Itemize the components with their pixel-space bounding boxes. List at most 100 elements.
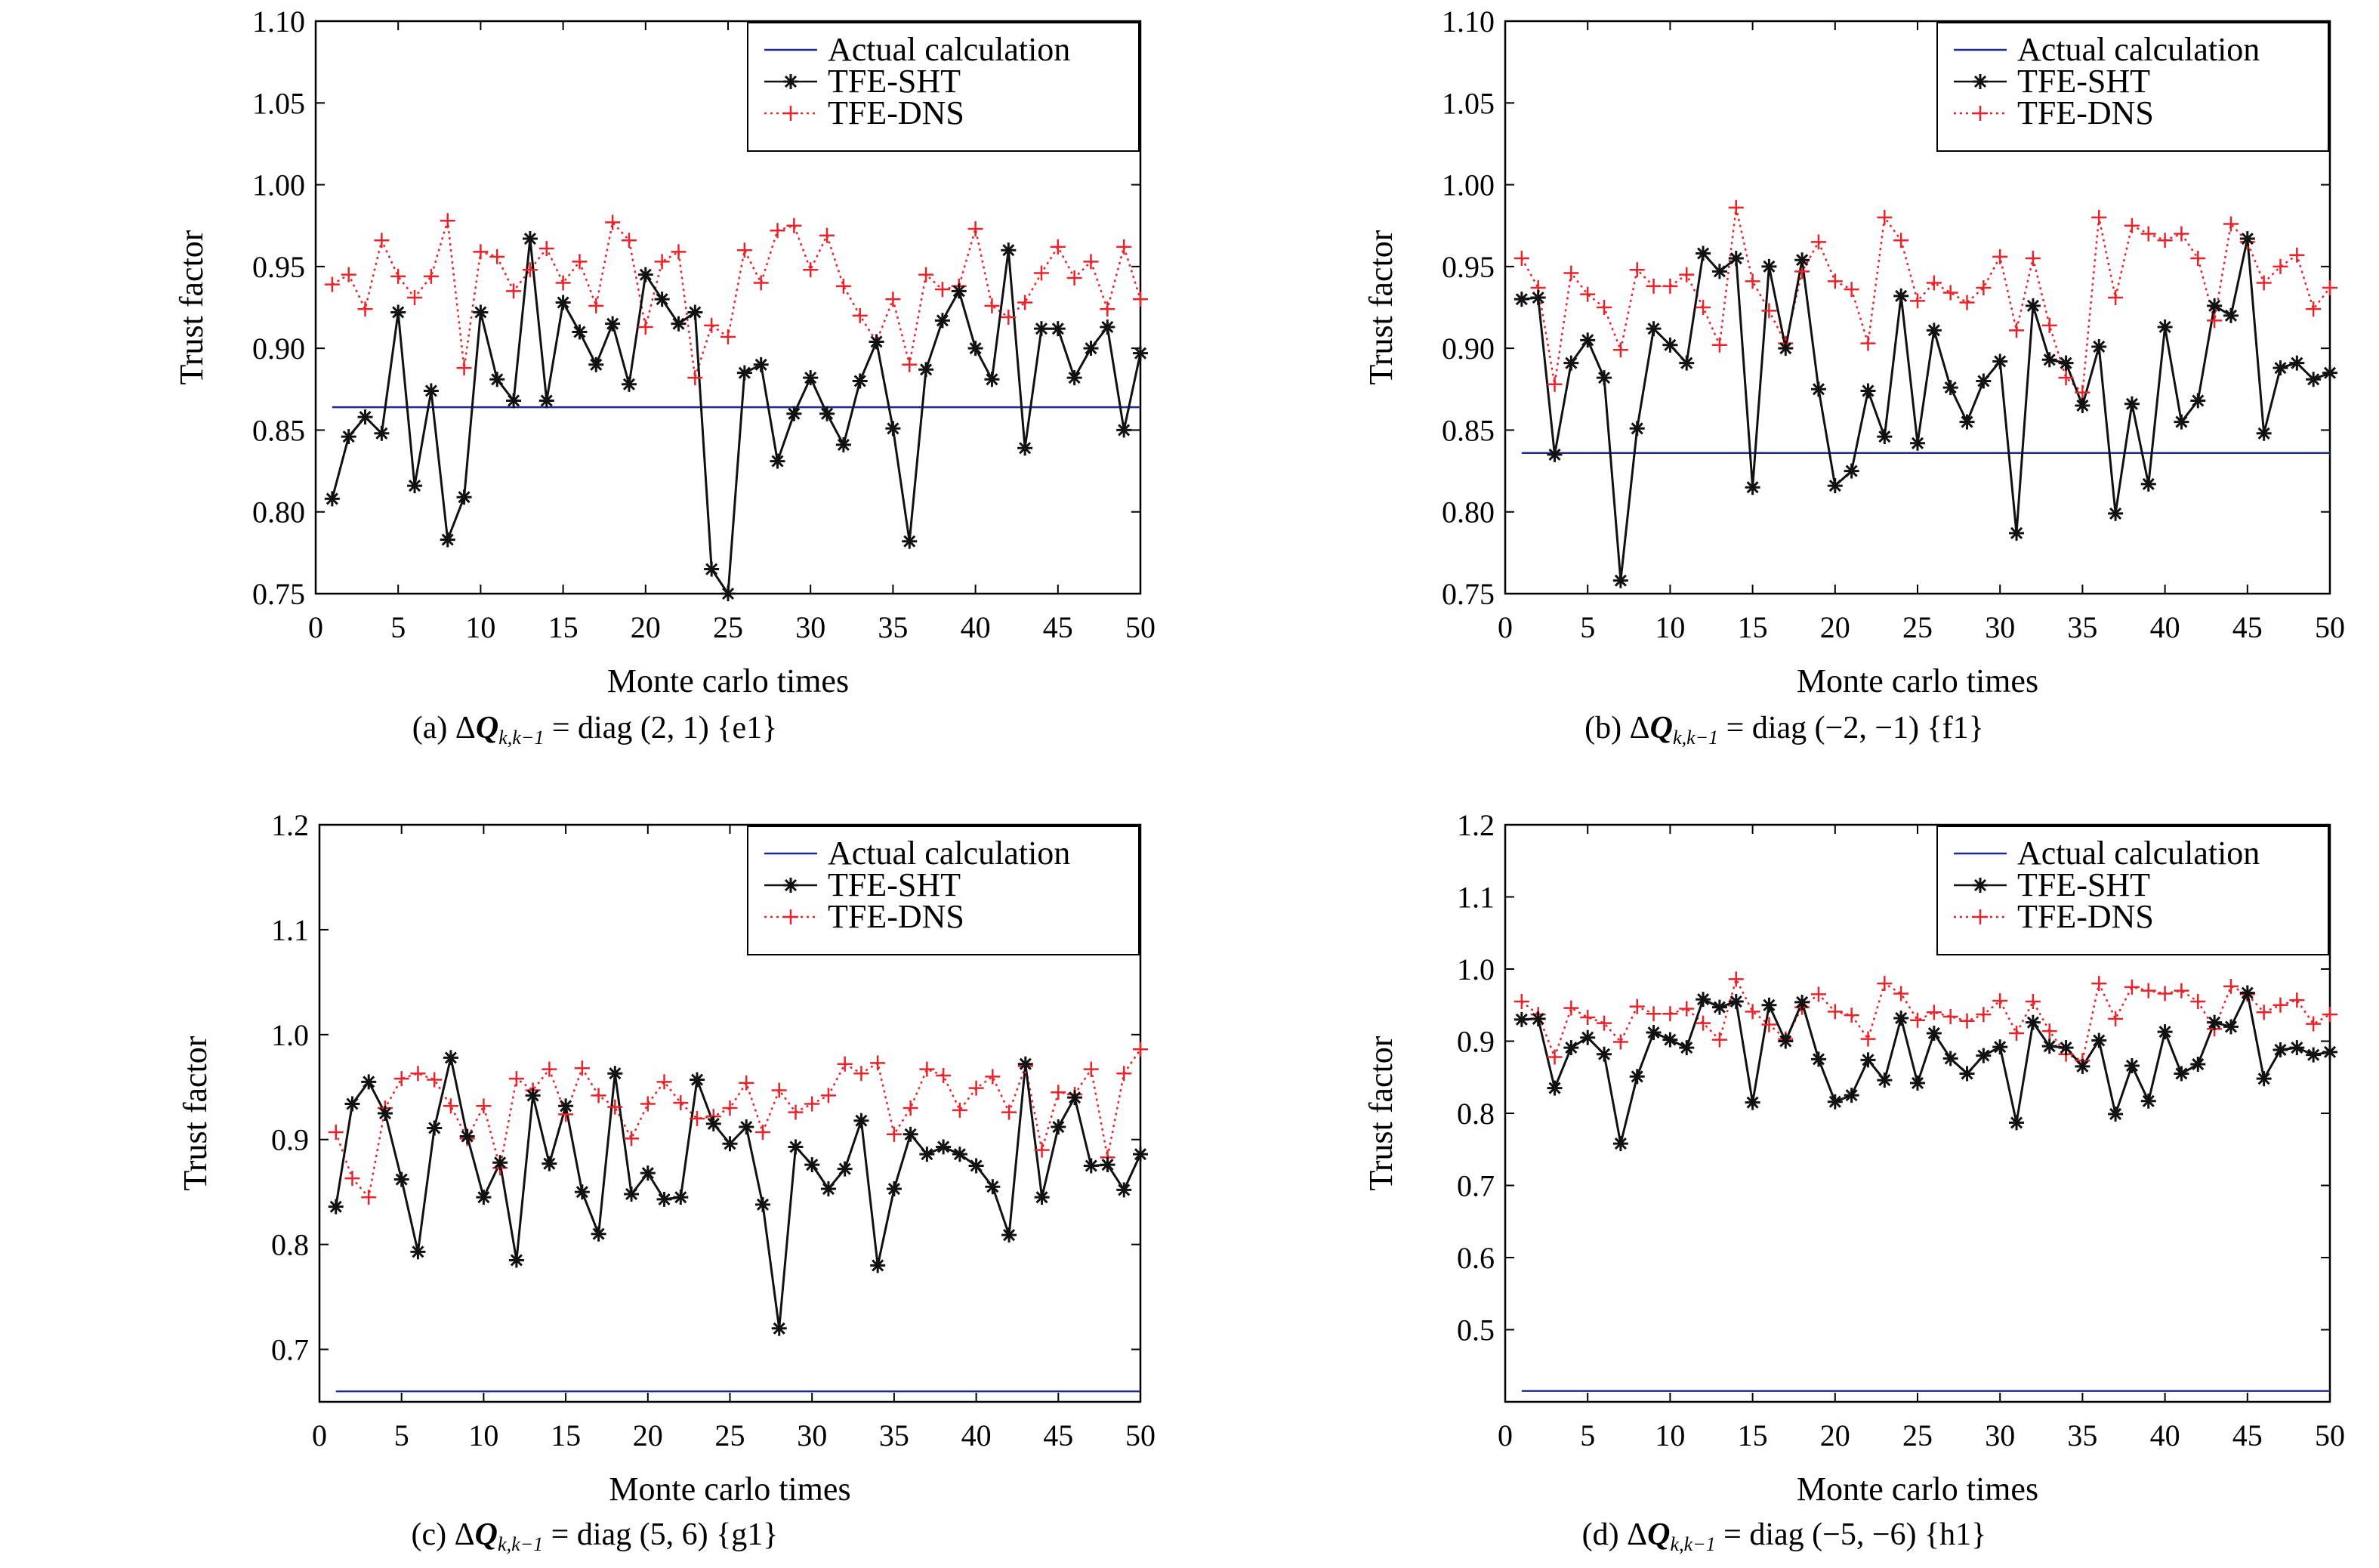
x-tick-label-b: 10 xyxy=(1655,610,1685,644)
sht-point-d xyxy=(2174,1066,2189,1082)
sht-point-b xyxy=(2322,365,2337,381)
dns-point-d xyxy=(2124,979,2140,995)
dns-point-c xyxy=(476,1098,492,1114)
dns-point-c xyxy=(1083,1061,1099,1077)
sht-point-d xyxy=(1513,1011,1529,1027)
dns-point-d xyxy=(1976,1007,1992,1023)
sht-point-c xyxy=(820,1181,836,1197)
legend-label-actual-c: Actual calculation xyxy=(828,835,1070,872)
sht-point-d xyxy=(1728,993,1744,1009)
dns-point-d xyxy=(1860,1031,1876,1047)
dns-point-c xyxy=(542,1061,557,1077)
legend-label-dns-d: TFE-DNS xyxy=(2017,898,2154,935)
dns-point-b xyxy=(2058,370,2074,386)
x-tick-label-d: 10 xyxy=(1655,1418,1685,1452)
series-dns-line-d xyxy=(1521,976,2331,1063)
dns-point-d xyxy=(1696,1015,1711,1031)
x-tick-label-c: 25 xyxy=(715,1418,745,1452)
sht-point-a xyxy=(885,421,901,437)
dns-point-d xyxy=(1728,971,1744,987)
sht-point-c xyxy=(607,1066,623,1082)
dns-point-b xyxy=(2124,218,2140,233)
sht-point-a xyxy=(1033,321,1049,337)
x-tick-label-b: 25 xyxy=(1902,610,1933,644)
sht-point-b xyxy=(2041,352,2057,368)
caption-d-expr: = diag (−5, −6) xyxy=(1723,1517,1917,1552)
dns-point-c xyxy=(919,1061,935,1077)
chart-svg-b: 0 5 10 15 20 25 30 35 40 45 50 0.75 0.80 0.85 0.90 0.95… xyxy=(1362,5,2345,699)
x-tick-label-d: 0 xyxy=(1498,1418,1513,1452)
sht-point-b xyxy=(1513,292,1529,307)
dns-point-b xyxy=(2075,384,2090,400)
dns-point-d xyxy=(1810,986,1826,1002)
dns-point-c xyxy=(870,1055,886,1071)
dns-point-a xyxy=(786,218,802,233)
sht-point-c xyxy=(427,1120,443,1136)
dns-point-b xyxy=(1696,300,1711,315)
y-tick-label-d: 1.2 xyxy=(1457,808,1495,842)
sht-point-b xyxy=(2223,307,2239,323)
sht-point-b xyxy=(1745,480,1760,495)
sht-point-d xyxy=(1794,994,1810,1010)
sht-point-c xyxy=(1017,1056,1033,1072)
dns-point-b xyxy=(1942,285,1958,301)
dns-point-b xyxy=(2157,233,2173,248)
x-tick-label-d: 45 xyxy=(2232,1418,2263,1452)
y-tick-label-a: 0.95 xyxy=(252,250,305,284)
dns-point-b xyxy=(2009,323,2025,338)
dns-point-d xyxy=(1563,1000,1579,1016)
dns-point-d xyxy=(1959,1013,1975,1029)
y-axis-title-d: Trust factor xyxy=(1362,1036,1399,1190)
dns-point-b xyxy=(1844,282,1859,298)
dns-point-a xyxy=(637,319,653,335)
legend-marker-sht-c xyxy=(783,878,798,893)
legend-label-actual-b: Actual calculation xyxy=(2017,31,2260,68)
chart-svg-a: 0 5 10 15 20 25 30 35 40 45 50 0.75 0.80 0.85 0.90 0.95… xyxy=(173,5,1156,699)
sht-point-b xyxy=(1646,321,1662,337)
x-tick-label-c: 35 xyxy=(879,1418,909,1452)
legend-box-c xyxy=(747,826,1140,955)
sht-point-b xyxy=(2239,231,2255,247)
sht-point-d xyxy=(2140,1093,2156,1109)
sht-point-c xyxy=(788,1139,804,1155)
sht-point-b xyxy=(1860,383,1876,399)
series-dns-line-c xyxy=(335,1048,1142,1199)
dns-point-c xyxy=(640,1096,656,1112)
sht-point-c xyxy=(936,1139,952,1155)
y-tick-label-a: 0.75 xyxy=(252,577,305,611)
sht-point-c xyxy=(1133,1147,1148,1162)
sht-point-d xyxy=(1877,1073,1893,1088)
sht-point-c xyxy=(985,1179,1001,1195)
sht-point-c xyxy=(853,1113,869,1128)
sht-point-c xyxy=(508,1252,524,1268)
legend-label-actual-a: Actual calculation xyxy=(828,31,1070,68)
dns-point-d xyxy=(1827,1004,1843,1020)
legend-marker-dns-b xyxy=(1973,106,1988,121)
sht-point-a xyxy=(473,304,489,320)
x-tick-label-c: 5 xyxy=(394,1418,409,1452)
sht-point-d xyxy=(1926,1025,1942,1041)
dns-point-d xyxy=(2289,992,2305,1008)
dns-point-d xyxy=(1662,1006,1678,1022)
dns-point-b xyxy=(1877,209,1893,225)
x-tick-label-c: 10 xyxy=(468,1418,498,1452)
sht-point-d xyxy=(2041,1039,2057,1054)
dns-point-b xyxy=(2041,317,2057,333)
sht-point-a xyxy=(605,316,621,332)
x-tick-label-a: 15 xyxy=(548,610,579,644)
dns-point-d xyxy=(1745,1004,1760,1020)
sht-point-a xyxy=(621,376,637,392)
sht-point-d xyxy=(2157,1024,2173,1040)
legend-marker-dns-d xyxy=(1973,909,1988,924)
sht-point-c xyxy=(476,1190,492,1205)
sht-point-d xyxy=(2108,1106,2124,1122)
sht-point-b xyxy=(1992,353,2008,369)
dns-point-c xyxy=(739,1075,754,1091)
sht-point-c xyxy=(673,1190,689,1205)
dns-point-d xyxy=(1513,993,1529,1009)
dns-point-c xyxy=(771,1082,787,1098)
sht-point-c xyxy=(870,1258,886,1273)
dns-point-d xyxy=(1992,993,2008,1009)
sht-point-a xyxy=(1116,422,1132,438)
sht-point-d xyxy=(2306,1047,2322,1063)
